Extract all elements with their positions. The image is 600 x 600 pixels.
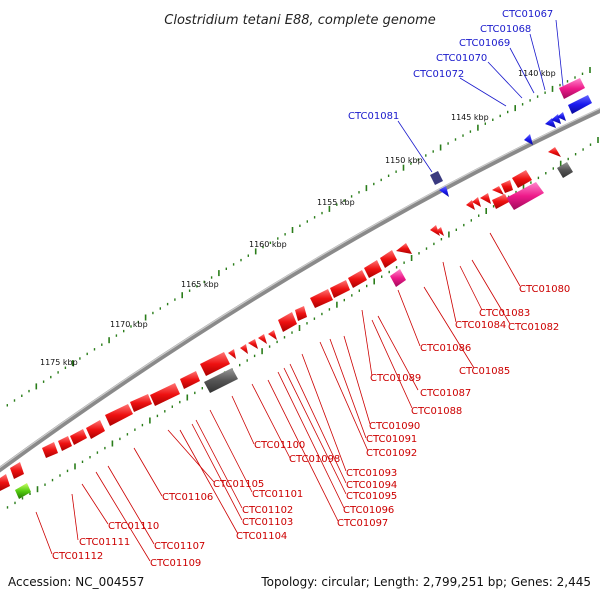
gene-label-ctc01094: CTC01094 (346, 480, 397, 491)
kbp-label-1175: 1175 kbp (40, 358, 78, 367)
gene-label-ctc01090: CTC01090 (369, 421, 420, 432)
genome-backbone (0, 107, 600, 473)
kbp-label-1165: 1165 kbp (181, 280, 219, 289)
gene-label-ctc01109: CTC01109 (150, 558, 201, 569)
gene-label-ctc01087: CTC01087 (420, 388, 471, 399)
gene-label-ctc01072: CTC01072 (413, 69, 464, 80)
gene-label-ctc01106: CTC01106 (162, 492, 213, 503)
gene-label-ctc01096: CTC01096 (343, 505, 394, 516)
gene-label-ctc01069: CTC01069 (459, 38, 510, 49)
gene-label-ctc01093: CTC01093 (346, 468, 397, 479)
gene-label-ctc01110: CTC01110 (108, 521, 159, 532)
gene-label-ctc01089: CTC01089 (370, 373, 421, 384)
gene-label-ctc01102: CTC01102 (242, 505, 293, 516)
gene-label-ctc01081: CTC01081 (348, 111, 399, 122)
gene-feature-blue-large (568, 95, 592, 114)
kbp-label-1145: 1145 kbp (451, 113, 489, 122)
kbp-label-1160: 1160 kbp (249, 240, 287, 249)
gene-label-ctc01104: CTC01104 (236, 531, 287, 542)
outer-tick-ring (6, 67, 591, 407)
gene-label-ctc01070: CTC01070 (436, 53, 487, 64)
gene-label-ctc01086: CTC01086 (420, 343, 471, 354)
gene-label-ctc01100: CTC01100 (254, 440, 305, 451)
gene-label-ctc01097: CTC01097 (337, 518, 388, 529)
genome-backbone-highlight (0, 107, 600, 469)
inner-features (0, 147, 573, 499)
topology-text: Topology: circular; Length: 2,799,251 bp… (260, 575, 591, 589)
gene-label-ctc01095: CTC01095 (346, 491, 397, 502)
top-leader-lines (397, 19, 564, 173)
gene-label-ctc01098: CTC01098 (289, 454, 340, 465)
gene-label-ctc01082: CTC01082 (508, 322, 559, 333)
bottom-leader-lines (35, 232, 521, 562)
gene-label-ctc01092: CTC01092 (366, 448, 417, 459)
gene-label-ctc01068: CTC01068 (480, 24, 531, 35)
gene-feature-blue-arrow-4 (524, 134, 533, 145)
gene-label-ctc01084: CTC01084 (455, 320, 506, 331)
inner-tick-ring (6, 137, 599, 509)
gene-feature-pink-top (559, 78, 585, 99)
gene-label-ctc01080: CTC01080 (519, 284, 570, 295)
gene-label-ctc01112: CTC01112 (52, 551, 103, 562)
kbp-label-1155: 1155 kbp (317, 198, 355, 207)
gene-label-ctc01105: CTC01105 (213, 479, 264, 490)
kbp-label-1150: 1150 kbp (385, 156, 423, 165)
kbp-label-1170: 1170 kbp (110, 320, 148, 329)
gene-feature-blue-arrow-3 (557, 112, 566, 121)
gene-feature-blue-arrow-1 (545, 118, 556, 128)
gene-feature-navy (430, 171, 443, 185)
gene-label-ctc01067: CTC01067 (502, 9, 553, 20)
map-title: Clostridium tetani E88, complete genome (164, 13, 436, 28)
kbp-label-1140: 1140 kbp (518, 69, 556, 78)
accession-text: Accession: NC_004557 (8, 575, 144, 589)
gene-label-ctc01085: CTC01085 (459, 366, 510, 377)
gene-label-ctc01088: CTC01088 (411, 406, 462, 417)
outer-features (430, 78, 592, 197)
gene-feature-blue-arrow-5 (439, 186, 449, 197)
gene-label-ctc01111: CTC01111 (79, 537, 130, 548)
gene-label-ctc01103: CTC01103 (242, 517, 293, 528)
gene-label-ctc01091: CTC01091 (366, 434, 417, 445)
gene-label-ctc01101: CTC01101 (252, 489, 303, 500)
gene-label-ctc01083: CTC01083 (479, 308, 530, 319)
gene-label-ctc01107: CTC01107 (154, 541, 205, 552)
